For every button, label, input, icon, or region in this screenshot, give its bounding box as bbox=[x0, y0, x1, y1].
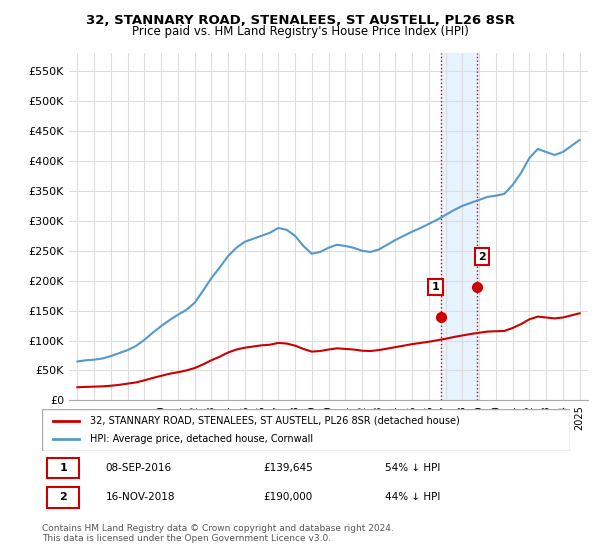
Text: £190,000: £190,000 bbox=[264, 492, 313, 502]
FancyBboxPatch shape bbox=[42, 409, 570, 451]
Text: 2: 2 bbox=[478, 252, 486, 262]
Bar bbox=[440, 53, 477, 400]
Text: 2: 2 bbox=[59, 492, 67, 502]
Text: 16-NOV-2018: 16-NOV-2018 bbox=[106, 492, 175, 502]
Text: 32, STANNARY ROAD, STENALEES, ST AUSTELL, PL26 8SR: 32, STANNARY ROAD, STENALEES, ST AUSTELL… bbox=[86, 14, 514, 27]
Text: 54% ↓ HPI: 54% ↓ HPI bbox=[385, 463, 440, 473]
Text: 1: 1 bbox=[431, 282, 439, 292]
Text: HPI: Average price, detached house, Cornwall: HPI: Average price, detached house, Corn… bbox=[89, 434, 313, 444]
Text: 1: 1 bbox=[59, 463, 67, 473]
FancyBboxPatch shape bbox=[47, 487, 79, 508]
Text: 44% ↓ HPI: 44% ↓ HPI bbox=[385, 492, 440, 502]
Text: Contains HM Land Registry data © Crown copyright and database right 2024.
This d: Contains HM Land Registry data © Crown c… bbox=[42, 524, 394, 543]
FancyBboxPatch shape bbox=[47, 458, 79, 478]
Text: £139,645: £139,645 bbox=[264, 463, 314, 473]
Text: 32, STANNARY ROAD, STENALEES, ST AUSTELL, PL26 8SR (detached house): 32, STANNARY ROAD, STENALEES, ST AUSTELL… bbox=[89, 416, 459, 426]
Text: 08-SEP-2016: 08-SEP-2016 bbox=[106, 463, 172, 473]
Text: Price paid vs. HM Land Registry's House Price Index (HPI): Price paid vs. HM Land Registry's House … bbox=[131, 25, 469, 38]
